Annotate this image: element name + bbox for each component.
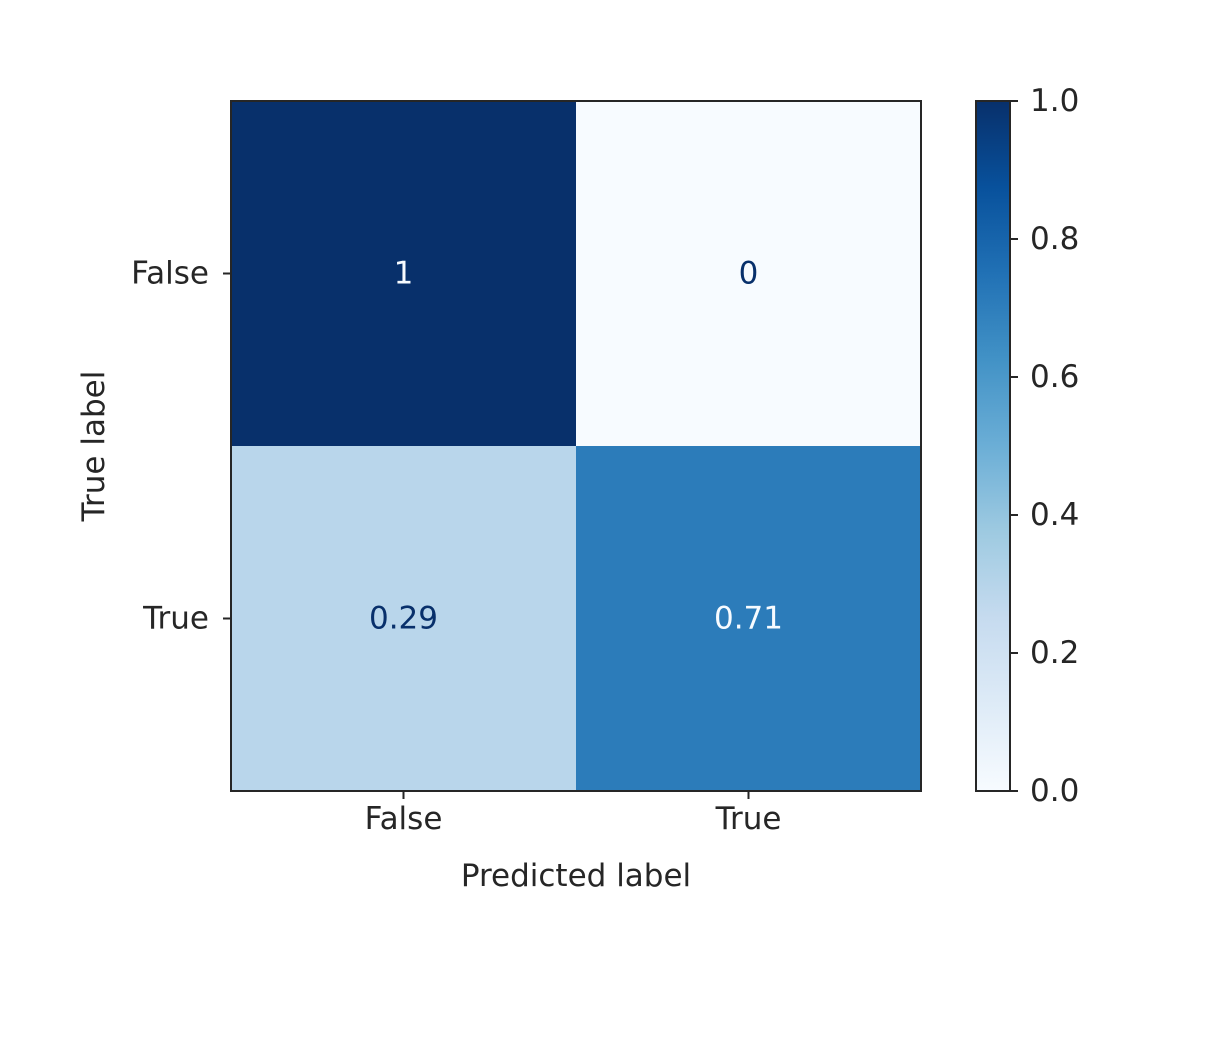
heatmap-cells — [231, 101, 921, 791]
x-axis-ticks: False True — [365, 791, 782, 837]
colorbar-tick-label: 0.8 — [1030, 221, 1079, 257]
cell-value-label: 0.29 — [369, 601, 438, 637]
cell-value-label: 0 — [739, 256, 759, 292]
heatmap-cell — [231, 101, 576, 446]
heatmap-cell — [576, 101, 921, 446]
cell-value-label: 0.71 — [714, 601, 783, 637]
heatmap-cell-labels: 1 0 0.29 0.71 — [369, 256, 783, 637]
colorbar-tick-label: 0.4 — [1030, 497, 1079, 533]
plot-frame — [230, 100, 922, 792]
y-tick-label: False — [131, 256, 209, 292]
x-tick-label: False — [365, 801, 443, 837]
colorbar-tick-label: 1.0 — [1030, 83, 1079, 119]
colorbar-tick-label: 0.2 — [1030, 635, 1079, 671]
y-axis-ticks: False True — [131, 256, 231, 637]
x-axis-label: Predicted label — [461, 858, 691, 894]
colorbar-frame — [975, 100, 1011, 792]
x-tick-label: True — [715, 801, 782, 837]
heatmap-cell — [231, 446, 576, 791]
colorbar-tick-label: 0.6 — [1030, 359, 1079, 395]
colorbar-gradient — [976, 101, 1010, 791]
cell-value-label: 1 — [394, 256, 414, 292]
heatmap-cell — [576, 446, 921, 791]
colorbar-tick-label: 0.0 — [1030, 773, 1079, 809]
y-axis-label: True label — [76, 371, 112, 523]
y-tick-label: True — [142, 601, 209, 637]
colorbar-ticks: 0.0 0.2 0.4 0.6 0.8 1.0 — [1010, 83, 1079, 809]
